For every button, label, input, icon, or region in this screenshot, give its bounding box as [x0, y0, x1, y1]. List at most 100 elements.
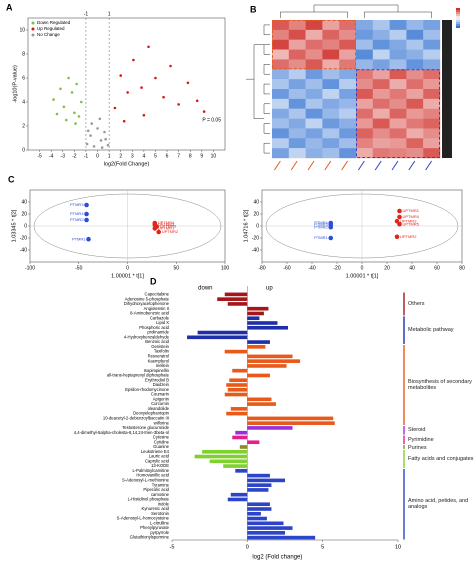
group-label: Amino acid, petides, and analogs — [408, 498, 469, 511]
bar — [224, 392, 248, 397]
x-tick-label: 0 — [96, 153, 99, 159]
heatmap-cell — [288, 49, 306, 60]
data-point — [84, 202, 89, 208]
data-point — [328, 235, 334, 241]
heatmap-cell — [389, 98, 407, 109]
color-scale — [456, 16, 460, 18]
y-tick-label: 2 — [22, 123, 25, 129]
heatmap-cell — [389, 79, 407, 90]
point-label: UPTMR5 — [160, 224, 177, 229]
heatmap-cell — [423, 108, 441, 119]
bar — [247, 535, 316, 540]
heatmap-cell — [305, 49, 323, 60]
heatmap-cell — [288, 138, 306, 149]
x-tick-label: 60 — [434, 265, 440, 271]
heatmap-cell — [389, 138, 407, 149]
heatmap-cell — [272, 29, 289, 40]
category-label: Glutathionylspermine — [130, 535, 170, 540]
group-label: Purines — [408, 444, 427, 451]
x-tick-label: -60 — [283, 265, 290, 271]
point-label: PTMR3 — [70, 202, 84, 207]
category-label: 4-Hydroxybenzaldehyde — [124, 334, 170, 339]
row-dendrogram — [263, 123, 270, 134]
heatmap-cell — [288, 29, 306, 40]
heatmap-cell — [372, 148, 390, 159]
data-point — [397, 214, 402, 220]
data-point — [126, 91, 129, 94]
bar — [227, 387, 248, 392]
column-dendrogram — [280, 11, 348, 18]
data-point — [119, 74, 123, 77]
point-label: UPTMR4 — [403, 214, 420, 219]
heatmap-cell — [339, 108, 357, 119]
bar — [247, 311, 264, 316]
heatmap-cell — [406, 29, 424, 40]
heatmap-cell — [272, 20, 289, 31]
heatmap-cell — [322, 69, 340, 80]
group-label: Metabolic pathway — [408, 327, 454, 334]
data-point — [397, 208, 402, 214]
category-label: prolinamide — [147, 330, 169, 335]
bar — [235, 430, 248, 435]
data-point — [84, 217, 89, 223]
heatmap-cell — [288, 20, 306, 31]
category-label: Adenosine 5-phosphate — [125, 296, 170, 301]
category-label: mellein — [156, 363, 170, 368]
heatmap-cell — [339, 128, 357, 139]
point-label: UPTMR2 — [162, 229, 179, 234]
bar — [247, 325, 289, 330]
heatmap-cell — [356, 59, 373, 70]
data-point — [154, 76, 157, 80]
row-dendrogram — [263, 44, 270, 55]
x-tick-label: 0 — [246, 544, 249, 550]
row-annotation — [442, 20, 452, 158]
heatmap-cell — [305, 118, 323, 129]
x-tick-label: -100 — [25, 265, 35, 271]
heatmap-cell — [423, 49, 441, 60]
heatmap-cell — [389, 29, 407, 40]
heatmap-cell — [272, 79, 289, 90]
heatmap-cell — [406, 98, 424, 109]
heatmap-cell — [305, 128, 323, 139]
column-tag — [374, 160, 382, 171]
data-point — [147, 45, 150, 49]
data-point — [122, 119, 126, 123]
category-label: Lipid X — [156, 320, 169, 325]
heatmap-cell — [339, 20, 357, 31]
category-label: Guanine — [153, 444, 170, 449]
heatmap-cell — [389, 118, 407, 129]
x-tick-label: -3 — [61, 153, 66, 159]
point-label: UPTMR1 — [158, 225, 175, 230]
heatmap-cell — [339, 39, 357, 50]
category-label: Lauric acid — [149, 454, 170, 459]
category-label: L-citrulline — [150, 520, 170, 525]
category-label: Coumarin — [151, 392, 170, 397]
category-label: Phosphoric acid — [139, 325, 169, 330]
data-point — [202, 110, 206, 113]
category-label: Angiotensin II — [144, 306, 169, 311]
category-label: Curcumin — [151, 401, 170, 406]
heatmap-cell — [288, 39, 306, 50]
data-point — [106, 143, 110, 147]
heatmap-cell — [322, 128, 340, 139]
heatmap-cell — [389, 89, 407, 100]
heatmap-cell — [272, 118, 289, 129]
bar — [202, 449, 248, 454]
bar — [235, 469, 248, 473]
heatmap-cell — [406, 20, 424, 31]
heatmap-cell — [406, 89, 424, 100]
bar — [247, 488, 269, 492]
category-label: S-Adenosyl-L-methionine — [122, 477, 170, 482]
heatmap-cell — [406, 49, 424, 60]
threshold-label: -1 — [84, 11, 89, 17]
bar — [247, 531, 285, 535]
heatmap-cell — [339, 98, 357, 109]
bar — [247, 359, 301, 363]
point-label: PTMR2 — [70, 217, 84, 222]
bar — [232, 368, 248, 373]
bar — [247, 316, 260, 321]
data-point — [85, 142, 89, 146]
color-scale — [456, 26, 460, 28]
data-point — [397, 221, 402, 227]
